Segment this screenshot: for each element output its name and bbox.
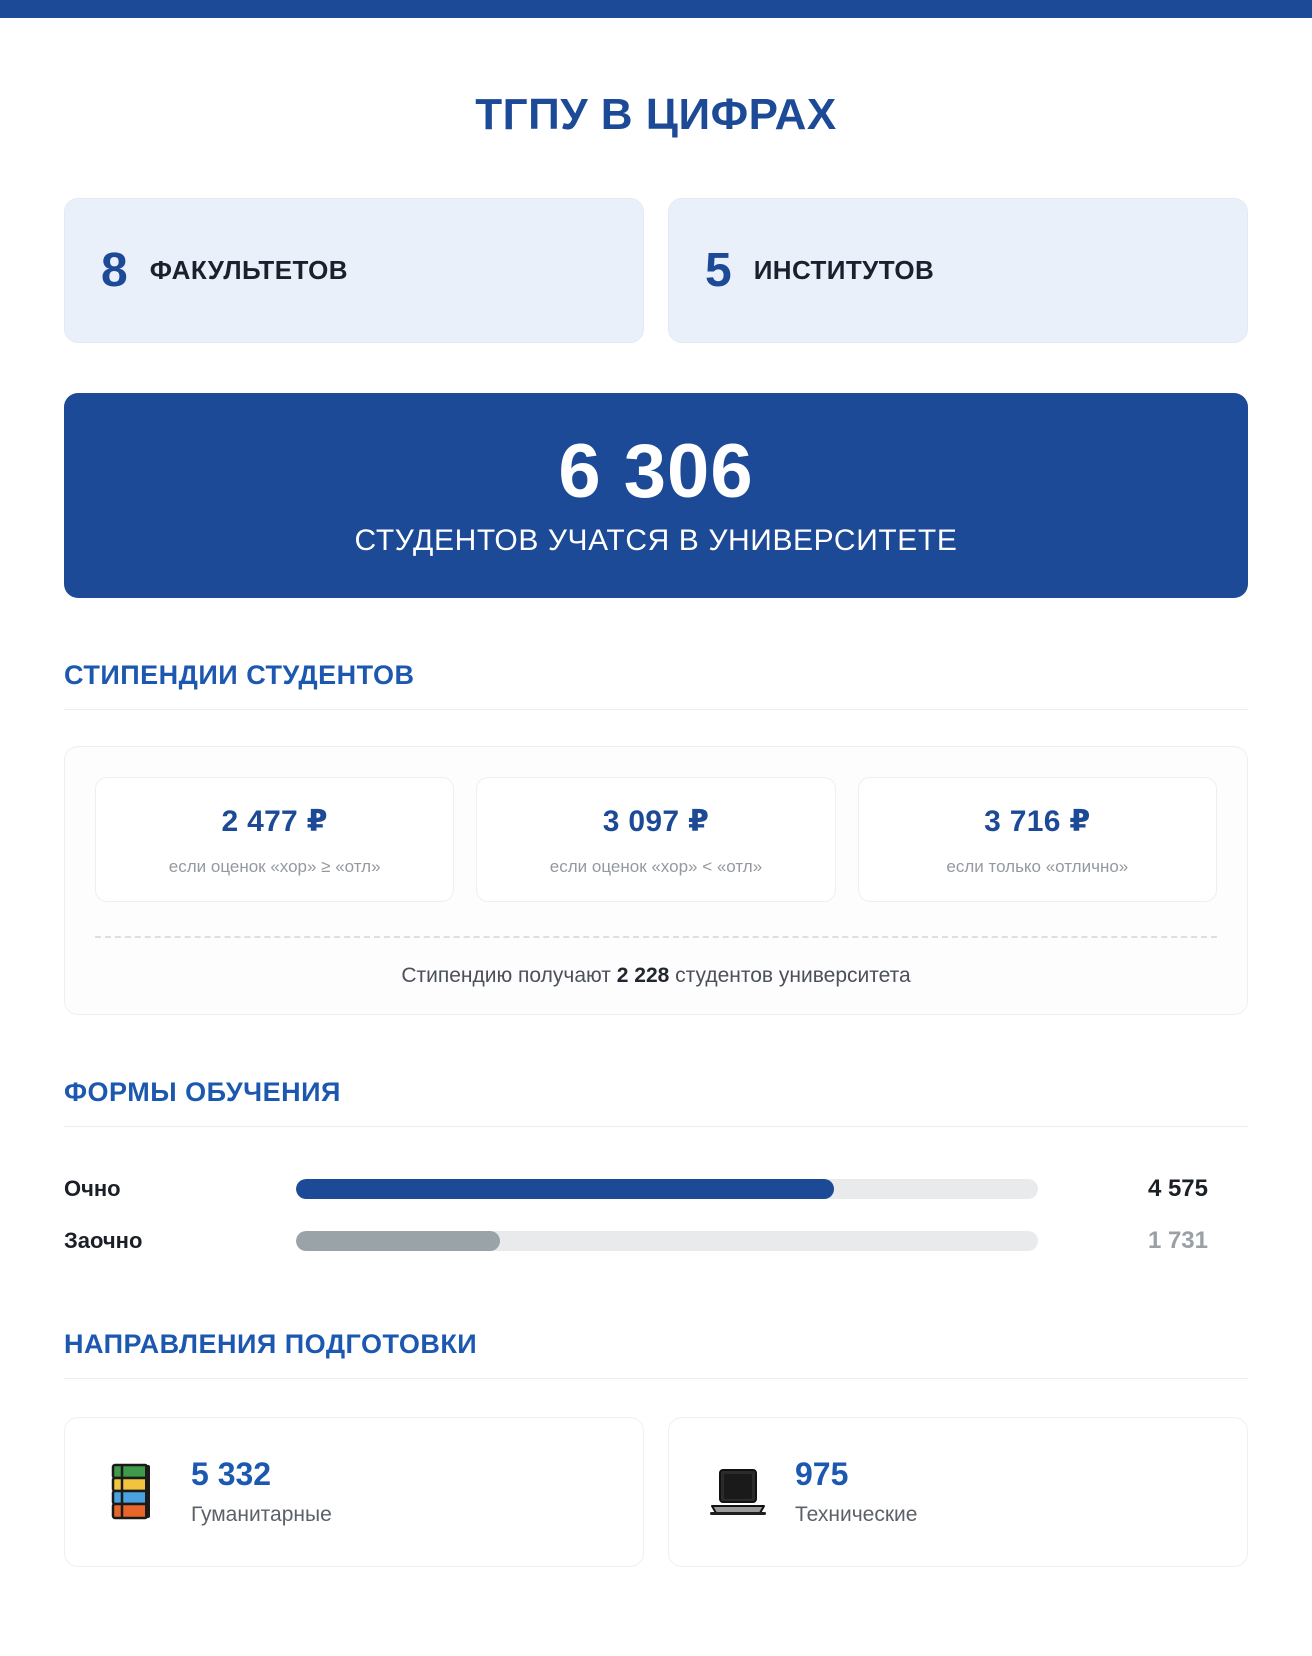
laptop-icon [707, 1461, 769, 1523]
page-content: ТГПУ В ЦИФРАХ 8 ФАКУЛЬТЕТОВ 5 ИНСТИТУТОВ… [0, 18, 1312, 1567]
study-forms-divider [64, 1126, 1248, 1127]
stat-label-institutes: ИНСТИТУТОВ [753, 255, 935, 285]
direction-label-technical: Технические [795, 1502, 918, 1526]
scholarships-section-header: СТИПЕНДИИ СТУДЕНТОВ [64, 660, 1248, 710]
directions-title: НАПРАВЛЕНИЯ ПОДГОТОВКИ [64, 1329, 478, 1359]
study-forms-title: ФОРМЫ ОБУЧЕНИЯ [64, 1077, 341, 1107]
direction-text-humanities: 5 332 Гуманитарные [191, 1457, 332, 1526]
scholarships-recipient-count: 2 228 [616, 964, 670, 987]
hero-students-banner: 6 306 СТУДЕНТОВ УЧАТСЯ В УНИВЕРСИТЕТЕ [64, 393, 1248, 598]
scholarship-note-3: если только «отлично» [946, 857, 1129, 876]
direction-card-humanities[interactable]: 5 332 Гуманитарные [64, 1417, 644, 1567]
stat-number-faculties: 8 [101, 243, 128, 297]
scholarship-tier-1[interactable]: 2 477 ₽ если оценок «хор» ≥ «отл» [95, 777, 455, 902]
study-forms-bars: Очно 4 575 Заочно 1 731 [64, 1163, 1248, 1267]
direction-label-humanities: Гуманитарные [191, 1502, 332, 1526]
bar-label-part-time: Заочно [64, 1228, 143, 1253]
direction-card-technical[interactable]: 975 Технические [668, 1417, 1248, 1567]
bar-row-full-time: Очно 4 575 [64, 1163, 1248, 1215]
scholarships-footer-prefix: Стипендию получают [401, 964, 617, 987]
scholarship-note-2: если оценок «хор» < «отл» [549, 857, 763, 876]
scholarships-grid: 2 477 ₽ если оценок «хор» ≥ «отл» 3 097 … [95, 777, 1217, 902]
bar-label-full-time: Очно [64, 1176, 121, 1201]
books-icon [103, 1461, 165, 1523]
direction-text-technical: 975 Технические [795, 1457, 917, 1526]
scholarships-footer: Стипендию получают 2 228 студентов униве… [95, 964, 1217, 988]
stat-card-institutes[interactable]: 5 ИНСТИТУТОВ [668, 198, 1248, 343]
bar-value-full-time: 4 575 [1147, 1175, 1208, 1202]
stat-card-faculties[interactable]: 8 ФАКУЛЬТЕТОВ [64, 198, 644, 343]
study-forms-section-header: ФОРМЫ ОБУЧЕНИЯ [64, 1077, 1248, 1127]
scholarships-dashed-divider [95, 936, 1217, 938]
scholarship-tier-3[interactable]: 3 716 ₽ если только «отлично» [857, 777, 1217, 902]
top-accent-bar [0, 0, 1312, 18]
bar-value-part-time: 1 731 [1147, 1227, 1208, 1254]
direction-number-technical: 975 [795, 1456, 849, 1493]
scholarship-note-1: если оценок «хор» ≥ «отл» [168, 857, 381, 876]
scholarship-amount-3: 3 716 ₽ [984, 805, 1091, 838]
directions-row: 5 332 Гуманитарные 975 [64, 1417, 1248, 1567]
scholarships-card: 2 477 ₽ если оценок «хор» ≥ «отл» 3 097 … [64, 746, 1248, 1015]
hero-caption: СТУДЕНТОВ УЧАТСЯ В УНИВЕРСИТЕТЕ [354, 523, 958, 557]
hero-student-count: 6 306 [558, 428, 754, 514]
directions-divider [64, 1378, 1248, 1379]
scholarship-tier-2[interactable]: 3 097 ₽ если оценок «хор» < «отл» [476, 777, 836, 902]
direction-number-humanities: 5 332 [191, 1456, 272, 1493]
bar-row-part-time: Заочно 1 731 [64, 1215, 1248, 1267]
directions-section-header: НАПРАВЛЕНИЯ ПОДГОТОВКИ [64, 1329, 1248, 1379]
stat-label-faculties: ФАКУЛЬТЕТОВ [149, 255, 348, 285]
scholarship-amount-2: 3 097 ₽ [602, 805, 710, 838]
bar-track-full-time [296, 1179, 1038, 1199]
page-title: ТГПУ В ЦИФРАХ [475, 90, 837, 139]
bar-fill-part-time [296, 1231, 501, 1251]
scholarships-title: СТИПЕНДИИ СТУДЕНТОВ [64, 660, 415, 690]
stat-number-institutes: 5 [705, 243, 732, 297]
bar-track-part-time [296, 1231, 1038, 1251]
top-stats-row: 8 ФАКУЛЬТЕТОВ 5 ИНСТИТУТОВ [64, 198, 1248, 343]
scholarships-footer-suffix: студентов университета [669, 964, 911, 987]
scholarship-amount-1: 2 477 ₽ [221, 805, 328, 838]
bar-fill-full-time [296, 1179, 834, 1199]
scholarships-divider [64, 709, 1248, 710]
